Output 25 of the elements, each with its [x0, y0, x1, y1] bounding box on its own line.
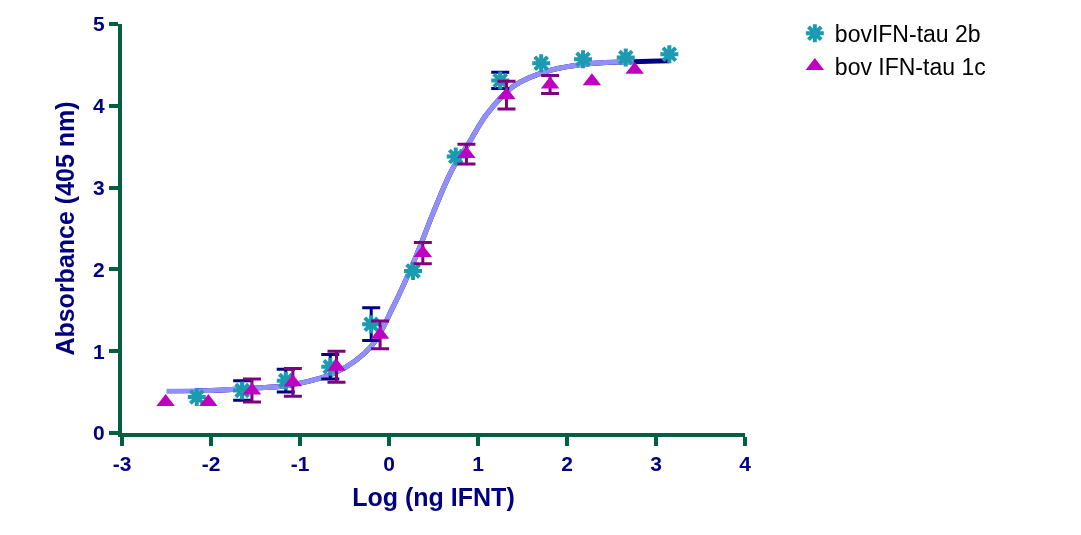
legend-label: bov IFN-tau 1c	[834, 54, 986, 81]
point	[658, 43, 681, 66]
y-tick-label: 4	[93, 94, 106, 118]
y-tick-label: 2	[93, 257, 105, 281]
x-tick-label: 3	[650, 452, 662, 476]
y-tick-label: 1	[93, 339, 106, 363]
y-axis-title: Absorbance (405 nm)	[51, 101, 80, 356]
point	[572, 48, 595, 71]
x-tick-label: 2	[561, 452, 573, 476]
y-tick-label: 0	[93, 421, 105, 445]
point	[530, 52, 553, 75]
x-tick-label: 1	[472, 452, 485, 476]
y-tick-label: 3	[93, 175, 105, 199]
x-axis-title: Log (ng IFNT)	[352, 482, 515, 511]
x-tick-label: 4	[739, 452, 752, 476]
x-tick-label: -3	[112, 452, 132, 476]
x-tick-label: -1	[290, 452, 310, 476]
x-tick-label: 0	[383, 452, 395, 476]
point	[185, 386, 208, 409]
point	[444, 145, 467, 168]
point	[402, 260, 425, 283]
y-tick-label: 5	[93, 12, 106, 36]
point	[614, 46, 637, 69]
legend-label: bovIFN-tau 2b	[834, 21, 981, 48]
x-tick-label: -2	[201, 452, 221, 476]
